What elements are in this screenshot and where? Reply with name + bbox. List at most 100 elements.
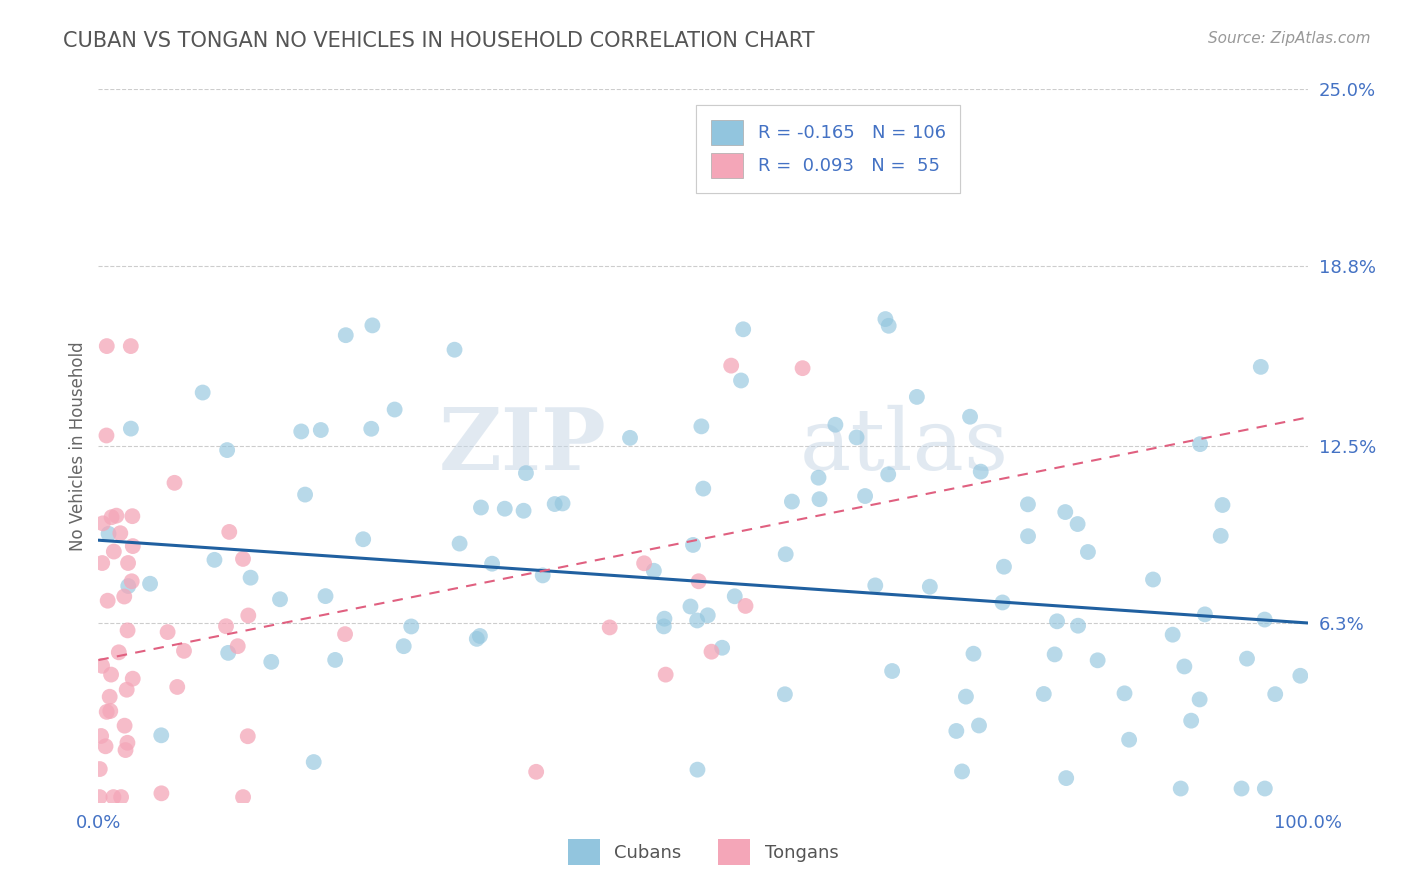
Point <box>392 639 415 653</box>
Point <box>1254 781 1277 796</box>
Point <box>226 639 249 653</box>
Point <box>730 374 752 388</box>
Point <box>166 680 188 694</box>
Legend: R = -0.165   N = 106, R =  0.093   N =  55: R = -0.165 N = 106, R = 0.093 N = 55 <box>696 105 960 193</box>
Point <box>1173 659 1195 673</box>
Point <box>845 430 868 444</box>
Point <box>633 556 655 570</box>
Point <box>1054 505 1077 519</box>
Point <box>150 786 173 800</box>
Point <box>236 729 259 743</box>
Point <box>970 465 993 479</box>
Point <box>96 428 118 442</box>
Point <box>191 385 214 400</box>
Point <box>315 589 337 603</box>
Point <box>1066 516 1088 531</box>
Point <box>94 739 117 754</box>
Point <box>724 589 747 603</box>
Point <box>654 612 676 626</box>
Point <box>775 547 797 561</box>
Point <box>1161 628 1184 642</box>
Point <box>711 640 734 655</box>
Point <box>89 790 111 805</box>
Point <box>700 645 723 659</box>
Point <box>993 559 1015 574</box>
Point <box>91 658 114 673</box>
Point <box>360 422 382 436</box>
Point <box>96 705 118 719</box>
Point <box>443 343 465 357</box>
Point <box>204 553 226 567</box>
Point <box>853 489 876 503</box>
Point <box>120 339 142 353</box>
Point <box>294 487 316 501</box>
Point <box>97 593 120 607</box>
Point <box>309 423 332 437</box>
Point <box>1017 529 1039 543</box>
Point <box>1209 529 1232 543</box>
Point <box>962 647 984 661</box>
Point <box>808 492 831 507</box>
Point <box>652 619 675 633</box>
Point <box>103 790 125 805</box>
Point <box>269 592 291 607</box>
Point <box>163 475 186 490</box>
Point <box>686 614 709 628</box>
Point <box>643 564 665 578</box>
Point <box>792 361 814 376</box>
Point <box>875 312 897 326</box>
Point <box>98 704 121 718</box>
Point <box>239 571 262 585</box>
Point <box>877 318 900 333</box>
Point <box>1054 771 1077 785</box>
Point <box>352 533 374 547</box>
Point <box>1170 781 1192 796</box>
Text: ZIP: ZIP <box>439 404 606 488</box>
Point <box>468 629 491 643</box>
Point <box>1032 687 1054 701</box>
Point <box>1211 498 1233 512</box>
Point <box>481 557 503 571</box>
Point <box>335 328 357 343</box>
Point <box>1046 615 1069 629</box>
Point <box>215 619 238 633</box>
Point <box>1114 686 1136 700</box>
Point <box>238 608 260 623</box>
Point <box>967 718 990 732</box>
Text: atlas: atlas <box>800 404 1010 488</box>
Point <box>173 644 195 658</box>
Point <box>1189 437 1212 451</box>
Legend: Cubans, Tongans: Cubans, Tongans <box>558 830 848 874</box>
Point <box>399 619 422 633</box>
Point <box>1194 607 1216 622</box>
Point <box>991 595 1014 609</box>
Point <box>120 421 142 435</box>
Point <box>232 552 254 566</box>
Point <box>103 544 125 558</box>
Point <box>882 664 904 678</box>
Point <box>544 497 567 511</box>
Point <box>114 719 136 733</box>
Point <box>115 682 138 697</box>
Point <box>333 627 356 641</box>
Point <box>121 509 143 524</box>
Point <box>97 526 120 541</box>
Point <box>470 500 492 515</box>
Point <box>218 524 240 539</box>
Point <box>117 736 139 750</box>
Point <box>531 568 554 582</box>
Point <box>824 417 846 432</box>
Point <box>1188 692 1211 706</box>
Point <box>955 690 977 704</box>
Point <box>89 762 111 776</box>
Point <box>217 443 239 458</box>
Point <box>1067 618 1090 632</box>
Point <box>773 687 796 701</box>
Point <box>121 574 143 589</box>
Point <box>110 526 132 541</box>
Point <box>100 510 122 524</box>
Text: CUBAN VS TONGAN NO VEHICLES IN HOUSEHOLD CORRELATION CHART: CUBAN VS TONGAN NO VEHICLES IN HOUSEHOLD… <box>63 31 815 51</box>
Point <box>110 790 132 805</box>
Point <box>686 763 709 777</box>
Point <box>696 608 718 623</box>
